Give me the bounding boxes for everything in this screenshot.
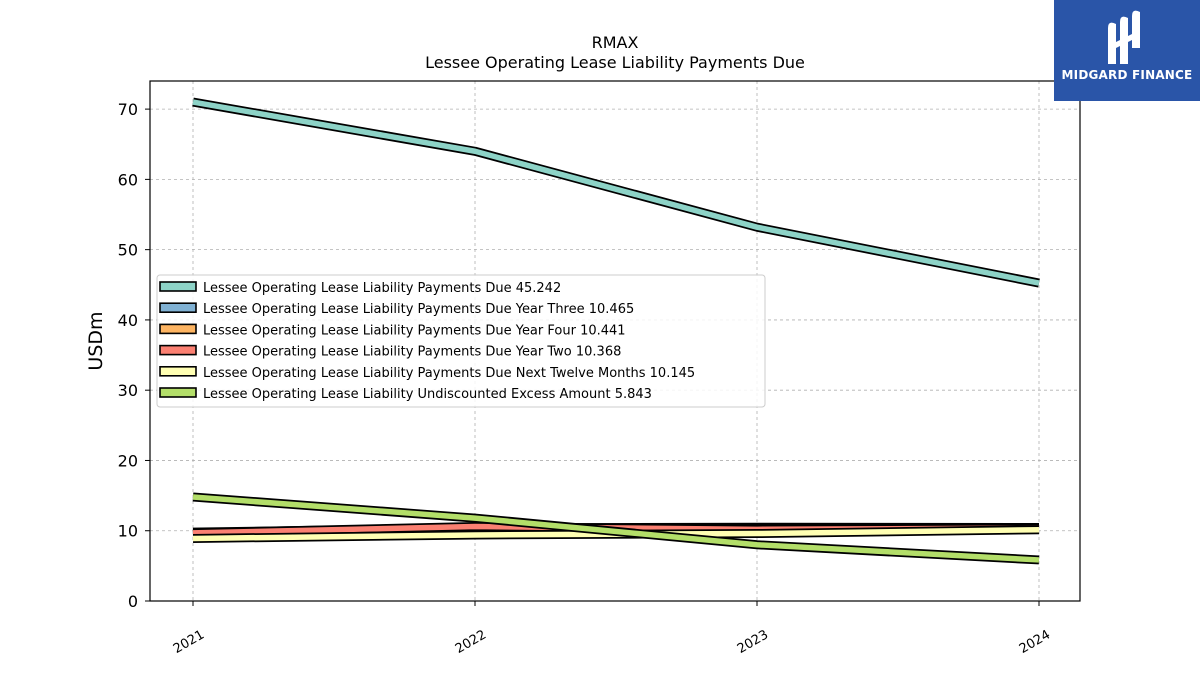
legend-swatch	[159, 365, 197, 377]
x-tick-label: 2021	[171, 627, 207, 657]
legend-swatch	[159, 302, 197, 314]
y-tick-label: 0	[128, 592, 138, 611]
logo-text: MIDGARD FINANCE	[1061, 68, 1193, 82]
x-tick-label: 2023	[735, 627, 771, 657]
legend-label: Lessee Operating Lease Liability Undisco…	[203, 387, 652, 402]
legend-label: Lessee Operating Lease Liability Payment…	[203, 323, 626, 338]
logo-mark-icon	[1108, 10, 1140, 65]
y-tick-label: 20	[118, 451, 138, 470]
x-axis: 2021 2022 2023 2024	[171, 601, 1053, 657]
legend-swatch	[159, 323, 197, 335]
plot-frame	[149, 80, 1081, 602]
y-tick-label: 10	[118, 522, 138, 541]
y-axis: 0 10 20 30 40 50 60 70	[118, 100, 150, 611]
y-axis-label: USDm	[85, 311, 107, 370]
legend-box	[156, 274, 766, 408]
legend-label: Lessee Operating Lease Liability Payment…	[203, 366, 695, 381]
brand-logo: MIDGARD FINANCE	[1054, 0, 1200, 101]
legend-label: Lessee Operating Lease Liability Payment…	[203, 302, 634, 317]
legend-swatch	[159, 387, 197, 398]
y-tick-label: 60	[118, 170, 138, 189]
legend-swatch	[159, 281, 197, 292]
chart-title: RMAX	[592, 33, 639, 52]
series-layer	[192, 97, 1040, 565]
legend-swatch	[159, 344, 197, 356]
series-line	[192, 494, 1040, 563]
y-tick-label: 40	[118, 311, 138, 330]
legend-label: Lessee Operating Lease Liability Payment…	[203, 281, 561, 296]
y-tick-label: 70	[118, 100, 138, 119]
legend-label: Lessee Operating Lease Liability Payment…	[203, 345, 621, 360]
x-tick-label: 2024	[1017, 627, 1053, 657]
chart-subtitle: Lessee Operating Lease Liability Payment…	[425, 53, 805, 72]
series-line	[192, 99, 1040, 286]
y-tick-label: 30	[118, 381, 138, 400]
legend: Lessee Operating Lease Liability Payment…	[156, 274, 766, 408]
x-tick-label: 2022	[453, 627, 489, 657]
y-tick-label: 50	[118, 241, 138, 260]
